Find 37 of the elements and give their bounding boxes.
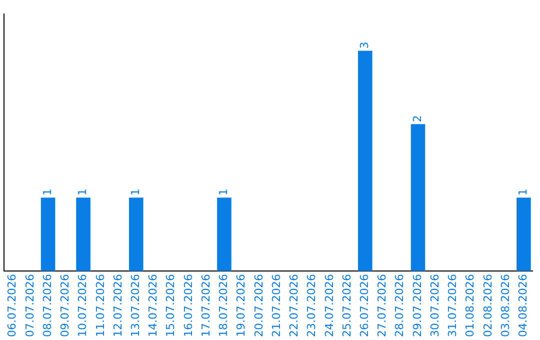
x-tick-label: 16.07.2026 xyxy=(182,274,195,338)
x-tick-label: 12.07.2026 xyxy=(111,274,124,338)
x-tick-label: 20.07.2026 xyxy=(252,274,266,338)
x-tick-label: 01.08.2026 xyxy=(464,274,477,338)
data-label: 1 xyxy=(516,188,530,196)
data-label: 1 xyxy=(128,188,142,196)
x-tick-label: 19.07.2026 xyxy=(234,274,248,338)
x-tick-label: 31.07.2026 xyxy=(446,274,460,338)
data-label: 1 xyxy=(76,188,90,196)
x-tick-label: 02.08.2026 xyxy=(481,274,494,338)
x-tick-label: 10.07.2026 xyxy=(76,274,90,338)
x-tick-label: 09.07.2026 xyxy=(58,274,72,338)
x-tick-label: 21.07.2026 xyxy=(270,274,283,338)
x-tick-label: 23.07.2026 xyxy=(305,274,318,338)
data-label: 3 xyxy=(358,42,372,49)
x-tick-label: 18.07.2026 xyxy=(217,274,230,338)
x-tick-label: 07.07.2026 xyxy=(23,274,36,338)
x-tick-label: 03.08.2026 xyxy=(498,274,512,338)
data-label: 2 xyxy=(410,115,424,122)
x-tick-label: 06.07.2026 xyxy=(6,274,19,338)
x-tick-label: 17.07.2026 xyxy=(199,274,212,338)
x-tick-label: 26.07.2026 xyxy=(358,274,372,338)
x-tick-label: 28.07.2026 xyxy=(393,274,406,338)
data-label: 1 xyxy=(40,188,54,196)
x-tick-label: 13.07.2026 xyxy=(128,274,142,338)
x-tick-label: 22.07.2026 xyxy=(288,274,301,338)
x-tick-label: 24.07.2026 xyxy=(322,274,336,338)
data-label: 1 xyxy=(217,188,230,196)
x-tick-label: 25.07.2026 xyxy=(340,274,354,338)
x-tick-label: 08.07.2026 xyxy=(40,274,54,338)
x-tick-label: 11.07.2026 xyxy=(94,274,107,338)
x-tick-label: 27.07.2026 xyxy=(376,274,389,338)
x-tick-label: 14.07.2026 xyxy=(146,274,160,338)
x-tick-label: 15.07.2026 xyxy=(164,274,178,338)
x-tick-label: 29.07.2026 xyxy=(410,274,424,338)
x-tick-label: 30.07.2026 xyxy=(428,274,442,338)
x-tick-label: 04.08.2026 xyxy=(516,274,530,338)
